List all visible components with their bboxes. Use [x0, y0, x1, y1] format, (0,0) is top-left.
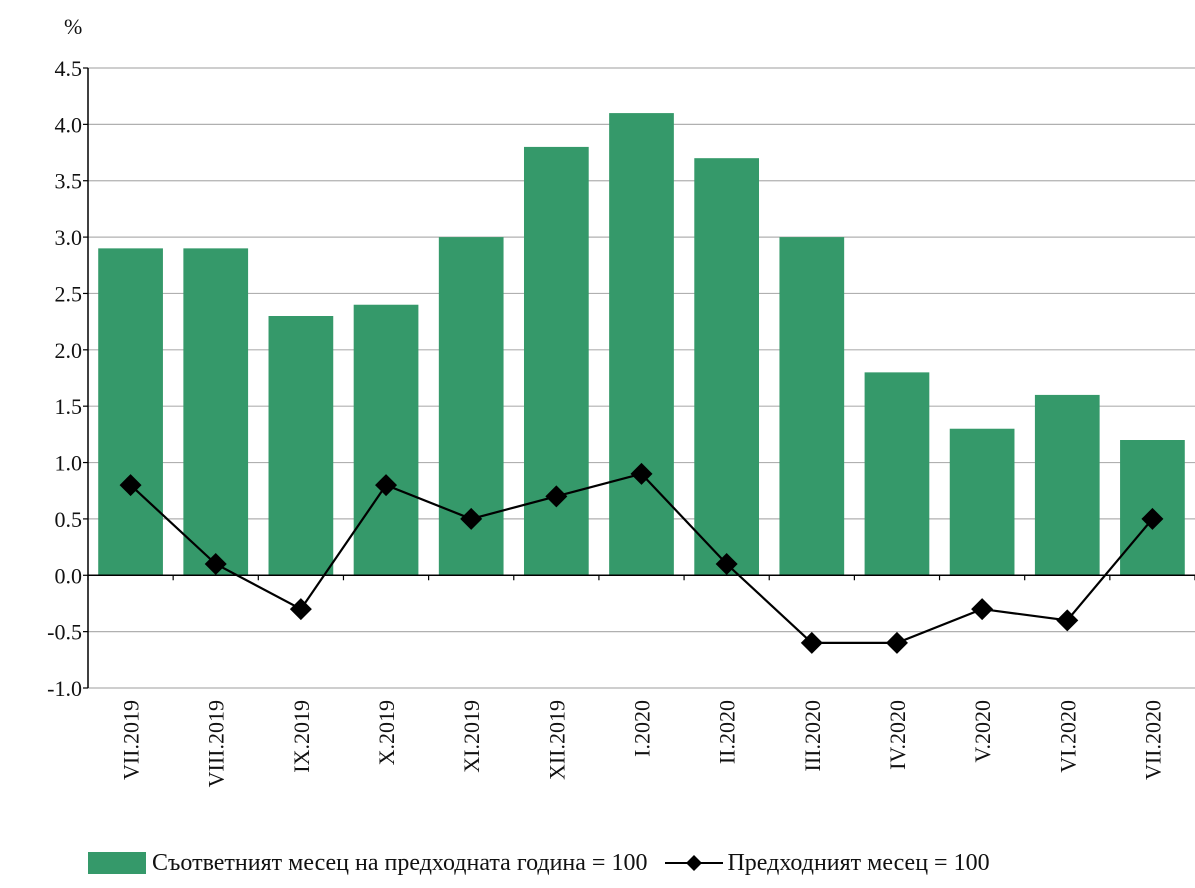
legend-item-bars: Съответният месец на предходната година …: [88, 850, 647, 877]
bar: [523, 146, 589, 576]
legend-line-label: Предходният месец = 100: [727, 849, 990, 876]
x-tick-label: V.2020: [970, 700, 995, 763]
bar: [268, 316, 334, 576]
x-tick-label: II.2020: [715, 700, 740, 764]
x-tick-label: VII.2020: [1140, 700, 1165, 780]
y-tick-label: 2.5: [55, 281, 83, 306]
y-tick-label: 4.5: [55, 56, 83, 81]
line-point: [1141, 507, 1164, 530]
bar-series: [98, 113, 1185, 576]
line-point: [715, 553, 738, 575]
line-point: [119, 474, 142, 497]
y-tick-label: 0.0: [55, 563, 83, 588]
y-tick-label: 1.0: [55, 451, 83, 476]
y-tick-label: -1.0: [47, 676, 82, 701]
bar: [694, 158, 760, 576]
x-tick-label: I.2020: [630, 700, 655, 757]
y-axis-ticks: -1.0 -0.5 0.0 0.5 1.0 1.5 2.0 2.5 3.0 3.5 4.0 4.5: [47, 56, 88, 701]
line-point: [375, 474, 398, 497]
line-point: [885, 631, 908, 654]
line-point: [289, 598, 312, 621]
x-tick-label: VII.2019: [119, 700, 144, 780]
bar: [183, 248, 249, 576]
bar: [1034, 394, 1100, 576]
x-tick-label: IX.2019: [289, 700, 314, 773]
line-point: [204, 553, 227, 575]
axes: [87, 68, 1195, 688]
legend-bar-label: Съответният месец на предходната година …: [152, 849, 648, 876]
y-unit-label: %: [64, 14, 82, 39]
y-tick-label: 3.5: [55, 169, 83, 194]
x-tick-label: VI.2020: [1055, 700, 1080, 773]
y-tick-label: -0.5: [47, 620, 82, 645]
legend-bar-swatch: [88, 852, 146, 874]
x-tick-label: IV.2020: [885, 700, 910, 770]
line-point: [800, 631, 823, 654]
line-point: [545, 485, 568, 508]
line-point: [460, 507, 483, 530]
line-series: [119, 462, 1164, 654]
line-point: [630, 462, 653, 485]
chart: % -1.0 -0.5 0.0 0.5 1.0 1.5 2.0 2.5 3.0 3.5 4.0 4.5…: [47, 14, 1195, 787]
y-tick-label: 2.0: [55, 338, 83, 363]
x-axis-ticks: VII.2019 VIII.2019 IX.2019 X.2019 XI.2019 XII…: [119, 700, 1166, 787]
line-point: [971, 598, 994, 621]
bar: [353, 304, 419, 576]
y-tick-label: 0.5: [55, 507, 83, 532]
y-tick-label: 1.5: [55, 394, 83, 419]
bar: [98, 248, 163, 576]
line-point: [1056, 609, 1079, 632]
y-tick-label: 3.0: [55, 225, 83, 250]
x-tick-label: XI.2019: [459, 700, 484, 773]
x-tick-label: XII.2019: [544, 700, 569, 780]
bar: [949, 428, 1015, 576]
x-tick-label: X.2019: [374, 700, 399, 765]
legend-line-swatch: [665, 855, 724, 871]
bar: [779, 237, 845, 576]
y-tick-label: 4.0: [55, 112, 83, 137]
legend: Съответният месец на предходната година …: [88, 846, 990, 880]
bar: [609, 113, 674, 576]
legend-item-line: Предходният месец = 100: [647, 849, 990, 877]
bar: [864, 372, 930, 576]
x-tick-label: VIII.2019: [204, 700, 229, 787]
bar: [1120, 440, 1185, 576]
x-tick-label: III.2020: [800, 700, 825, 771]
